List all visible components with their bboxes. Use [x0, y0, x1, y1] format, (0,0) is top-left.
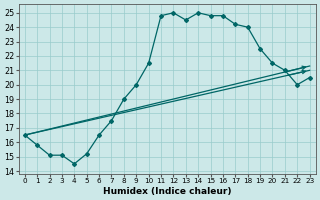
X-axis label: Humidex (Indice chaleur): Humidex (Indice chaleur)	[103, 187, 231, 196]
